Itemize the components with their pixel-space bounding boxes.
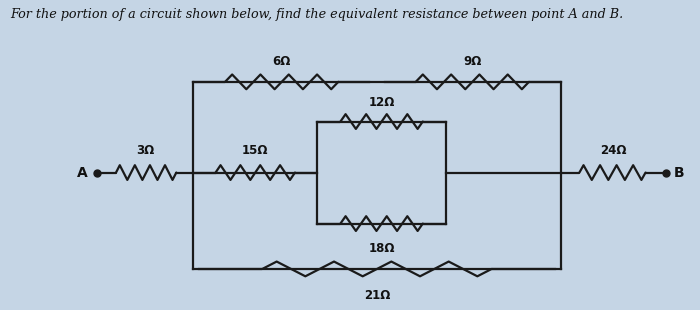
Text: A: A xyxy=(77,166,88,179)
Text: 9Ω: 9Ω xyxy=(463,55,482,68)
Text: 24Ω: 24Ω xyxy=(601,144,627,157)
Text: 15Ω: 15Ω xyxy=(242,144,269,157)
Text: 21Ω: 21Ω xyxy=(364,289,390,302)
Text: 12Ω: 12Ω xyxy=(368,96,395,109)
Text: B: B xyxy=(673,166,684,179)
Text: For the portion of a circuit shown below, find the equivalent resistance between: For the portion of a circuit shown below… xyxy=(10,8,624,21)
Text: 6Ω: 6Ω xyxy=(272,55,291,68)
Text: 18Ω: 18Ω xyxy=(368,242,395,255)
Text: 3Ω: 3Ω xyxy=(136,144,154,157)
